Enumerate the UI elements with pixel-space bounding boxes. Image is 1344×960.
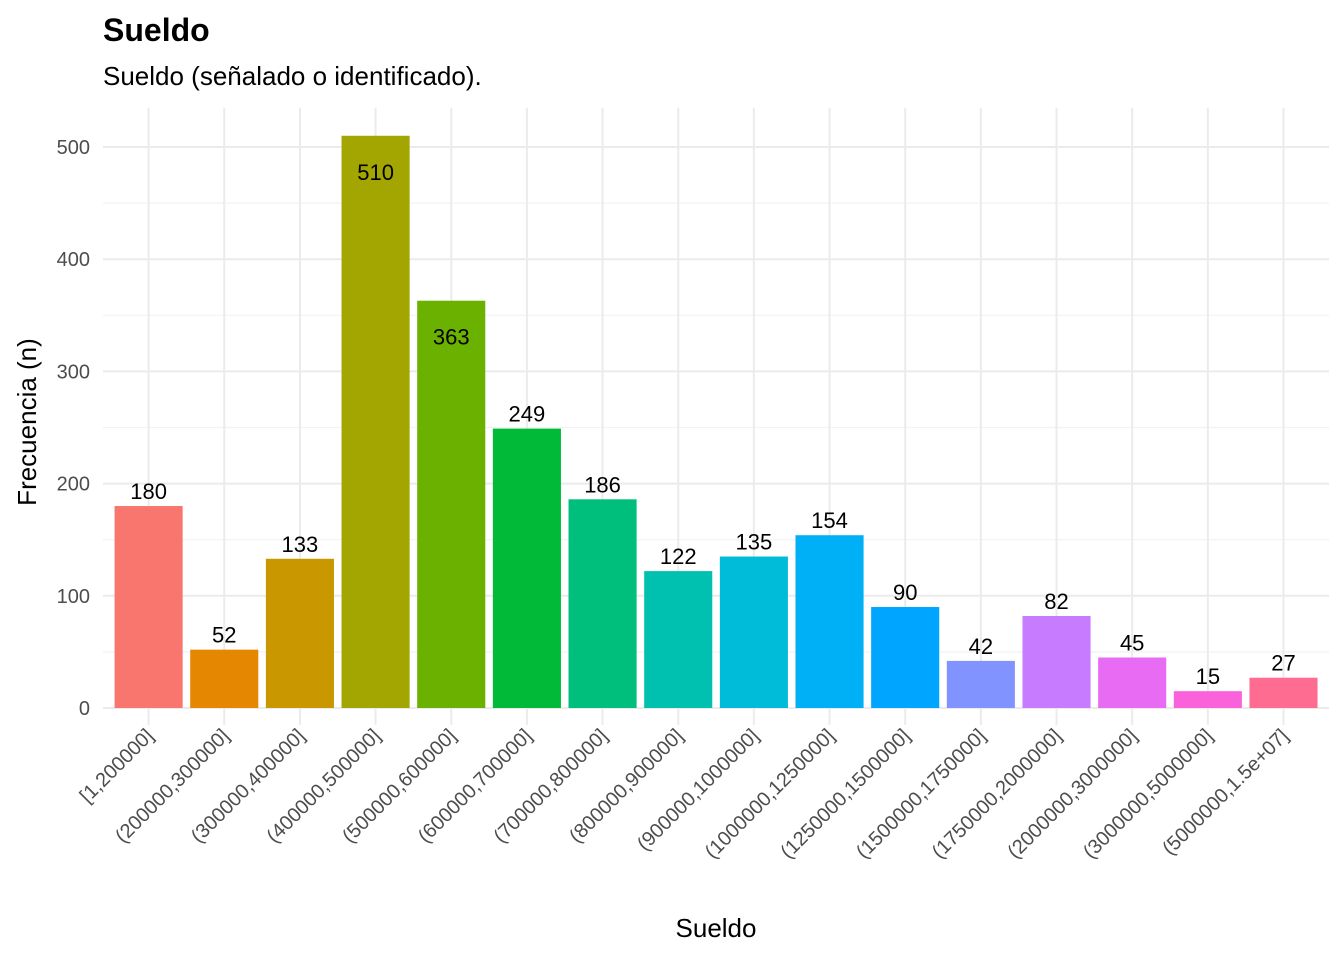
bar-value-label: 45	[1120, 631, 1144, 656]
y-tick-label: 300	[57, 361, 90, 383]
x-tick-label: (1750000,2000000]	[928, 725, 1066, 863]
bar	[190, 649, 259, 708]
x-tick-label: [1,200000]	[76, 725, 158, 807]
bar-value-label: 133	[282, 532, 319, 557]
x-tick-label: (1500000,1750000]	[852, 725, 990, 863]
bar-value-label: 154	[811, 508, 848, 533]
bar	[265, 558, 334, 708]
bar	[341, 135, 410, 708]
x-axis-label: Sueldo	[676, 913, 757, 943]
bar-value-label: 42	[969, 634, 993, 659]
y-tick-label: 200	[57, 474, 90, 496]
bar	[946, 660, 1015, 708]
bar-value-label: 90	[893, 580, 917, 605]
bar-value-label: 82	[1044, 589, 1068, 614]
y-tick-label: 100	[57, 586, 90, 608]
bar	[795, 535, 864, 708]
bar-value-label: 52	[212, 623, 236, 648]
bar	[1022, 615, 1091, 708]
bar	[492, 428, 561, 708]
chart-subtitle: Sueldo (señalado o identificado).	[103, 61, 482, 91]
bar	[417, 300, 486, 708]
bar	[114, 506, 183, 708]
bar-value-label: 27	[1271, 651, 1295, 676]
x-tick-label: (2000000,3000000]	[1003, 725, 1141, 863]
bar-value-label: 122	[660, 544, 697, 569]
bar-value-label: 15	[1196, 664, 1220, 689]
x-tick-label: (1000000,1250000]	[701, 725, 839, 863]
data-labels: 180 52 133 510 363 249 186 122 135 154 90 42 82 45 15 2…	[130, 160, 1296, 689]
y-axis-label: Frecuencia (n)	[12, 338, 42, 506]
bar	[1098, 657, 1167, 708]
bar-value-label: 135	[736, 530, 773, 555]
x-axis-ticks: [1,200000](200000,300000](300000,400000]…	[76, 725, 1293, 863]
bar-value-label: 363	[433, 325, 470, 350]
bar-value-label: 186	[584, 472, 621, 497]
bar	[1249, 677, 1318, 708]
y-tick-label: 400	[57, 249, 90, 271]
y-axis-ticks: 0 100 200 300 400 500	[57, 137, 90, 720]
bar-value-label: 249	[509, 402, 546, 427]
y-tick-label: 0	[79, 698, 90, 720]
bar	[644, 571, 713, 708]
chart-title: Sueldo	[103, 12, 210, 48]
bar	[871, 607, 940, 708]
x-tick-label: (5000000,1.5e+07]	[1158, 725, 1293, 860]
bars	[114, 135, 1318, 708]
bar-value-label: 180	[130, 479, 167, 504]
bar	[719, 556, 788, 708]
bar	[568, 499, 637, 708]
x-tick-label: (3000000,5000000]	[1079, 725, 1217, 863]
bar-value-label: 510	[357, 160, 394, 185]
bar	[1173, 691, 1242, 708]
y-tick-label: 500	[57, 137, 90, 159]
x-tick-label: (1250000,1500000]	[776, 725, 914, 863]
